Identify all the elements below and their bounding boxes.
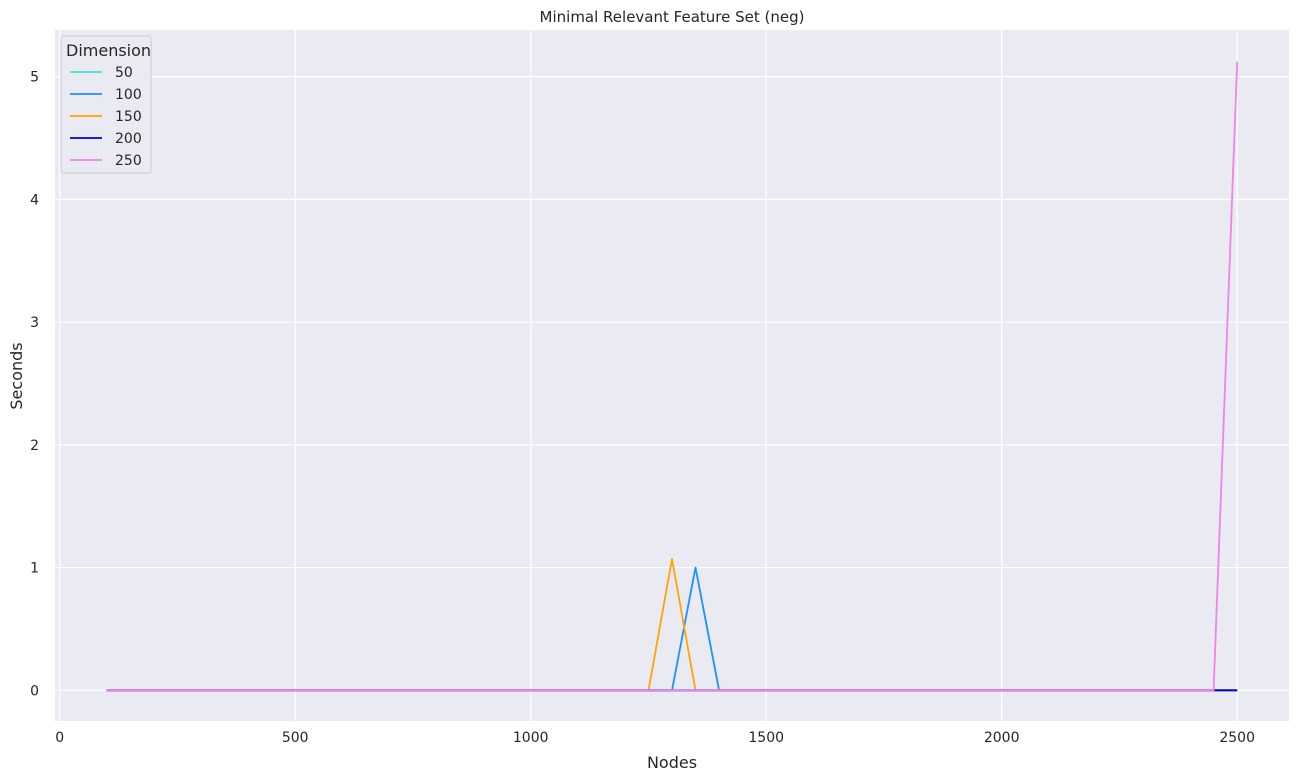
legend-label-50: 50 — [115, 65, 133, 81]
chart-title: Minimal Relevant Feature Set (neg) — [540, 8, 805, 26]
x-tick-label: 0 — [55, 730, 64, 746]
y-tick-label: 5 — [30, 70, 39, 86]
legend-label-200: 200 — [115, 131, 142, 147]
plot-area — [55, 30, 1289, 721]
y-tick-label: 0 — [30, 683, 39, 699]
x-tick-label: 500 — [282, 730, 309, 746]
series-line-250 — [106, 61, 1239, 692]
legend-label-150: 150 — [115, 109, 142, 125]
x-tick-label: 2500 — [1219, 730, 1255, 746]
legend-label-100: 100 — [115, 87, 142, 103]
legend-title: Dimension — [66, 41, 151, 60]
x-tick-label: 2000 — [984, 730, 1020, 746]
y-tick-label: 2 — [30, 438, 39, 454]
y-axis-label: Seconds — [7, 342, 26, 409]
x-tick-label: 1500 — [748, 730, 784, 746]
legend-label-250: 250 — [115, 153, 142, 169]
x-axis-label: Nodes — [647, 753, 697, 772]
x-tick-label: 1000 — [513, 730, 549, 746]
y-tick-label: 1 — [30, 561, 39, 577]
y-tick-label: 3 — [30, 315, 39, 331]
legend: Dimension 50 100 150 200 250 — [60, 35, 152, 174]
legend-items: 50 100 150 200 250 — [70, 65, 142, 169]
y-tick-label: 4 — [30, 192, 39, 208]
series-lines — [106, 61, 1239, 692]
y-ticks: 0 1 2 3 4 5 — [30, 70, 39, 700]
x-ticks: 0 500 1000 1500 2000 2500 — [55, 730, 1255, 746]
